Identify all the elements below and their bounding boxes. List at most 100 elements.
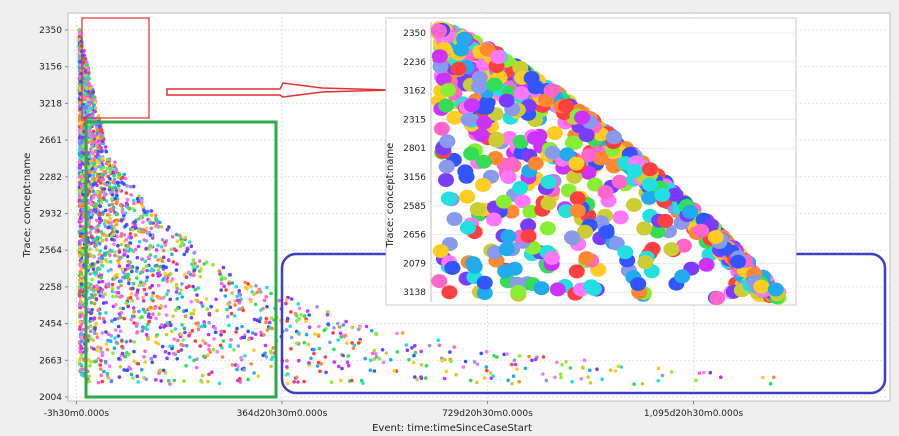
data-point [256,374,261,379]
data-point [165,356,169,361]
data-point [78,83,82,87]
data-point [99,165,103,169]
inset-data-point [471,70,488,85]
data-point [81,327,86,332]
data-point [136,380,140,384]
inset-data-point [586,177,603,192]
inset-data-point [440,191,457,206]
data-point [135,330,139,335]
data-point [149,209,154,213]
data-point [656,379,660,383]
data-point [122,253,126,257]
data-point [125,272,130,277]
data-point [104,199,109,203]
data-point [149,269,153,273]
data-point [94,238,99,242]
data-point [105,371,110,376]
data-point [558,372,563,377]
data-point [172,352,176,356]
data-point [207,320,211,325]
data-point [109,207,114,211]
data-point [164,332,169,337]
inset-data-point [439,134,456,149]
data-point [110,287,115,291]
inset-data-point [473,128,490,143]
inset-data-point [465,256,482,271]
data-point [234,284,238,289]
data-point [149,356,154,361]
data-point [289,310,293,314]
inset-data-point [693,223,710,238]
data-point [113,253,117,258]
data-point [88,272,92,276]
data-point [264,320,268,325]
data-point [157,371,161,375]
inset-data-point [463,98,480,113]
data-point [112,224,116,229]
data-point [105,260,109,264]
data-point [105,213,110,217]
data-point [206,332,211,337]
data-point [87,212,91,216]
data-point [124,191,129,195]
data-point [253,302,258,307]
data-point [140,367,144,372]
data-point [296,302,301,306]
data-point [289,297,294,301]
data-point [89,106,94,111]
inset-data-point [698,257,715,272]
data-point [108,364,112,369]
data-point [82,83,86,87]
data-point [91,129,96,134]
data-point [148,244,152,248]
data-point [560,363,564,367]
data-point [98,363,103,367]
data-point [92,204,97,209]
data-point [98,241,102,246]
inset-y-tick-label: 3138 [403,288,426,298]
inset-data-point [682,204,699,219]
inset-data-point [497,264,514,279]
data-point [118,306,123,311]
data-point [95,190,99,195]
data-point [78,234,83,239]
data-point [116,175,121,180]
data-point [258,316,263,321]
data-point [92,208,96,212]
data-point [337,364,341,369]
data-point [104,149,109,154]
data-point [78,254,82,258]
data-point [111,351,115,355]
data-point [90,213,95,217]
data-point [95,128,100,132]
data-point [306,342,311,347]
data-point [350,325,355,330]
data-point [495,355,499,359]
data-point [475,362,480,367]
data-point [404,343,409,347]
data-point [191,273,196,278]
data-point [128,232,133,236]
data-point [229,338,233,342]
data-point [88,86,93,91]
data-point [350,341,354,345]
data-point [226,302,230,307]
data-point [111,232,116,236]
data-point [768,381,773,386]
data-point [88,91,92,96]
data-point [111,170,115,175]
inset-data-point [476,275,493,290]
inset-data-point [456,31,473,46]
data-point [243,285,248,290]
x-tick-label: 364d20h30m0.000s [237,409,328,419]
inset-data-point [637,255,654,270]
data-point [168,272,173,276]
data-point [97,267,102,271]
data-point [100,279,105,284]
data-point [121,306,125,311]
data-point [141,295,145,300]
data-point [90,295,95,300]
data-point [207,372,211,377]
main-x-ticks: -3h30m0.000s 364d20h30m0.000s 729d20h30m0.… [44,401,743,419]
data-point [424,363,429,368]
